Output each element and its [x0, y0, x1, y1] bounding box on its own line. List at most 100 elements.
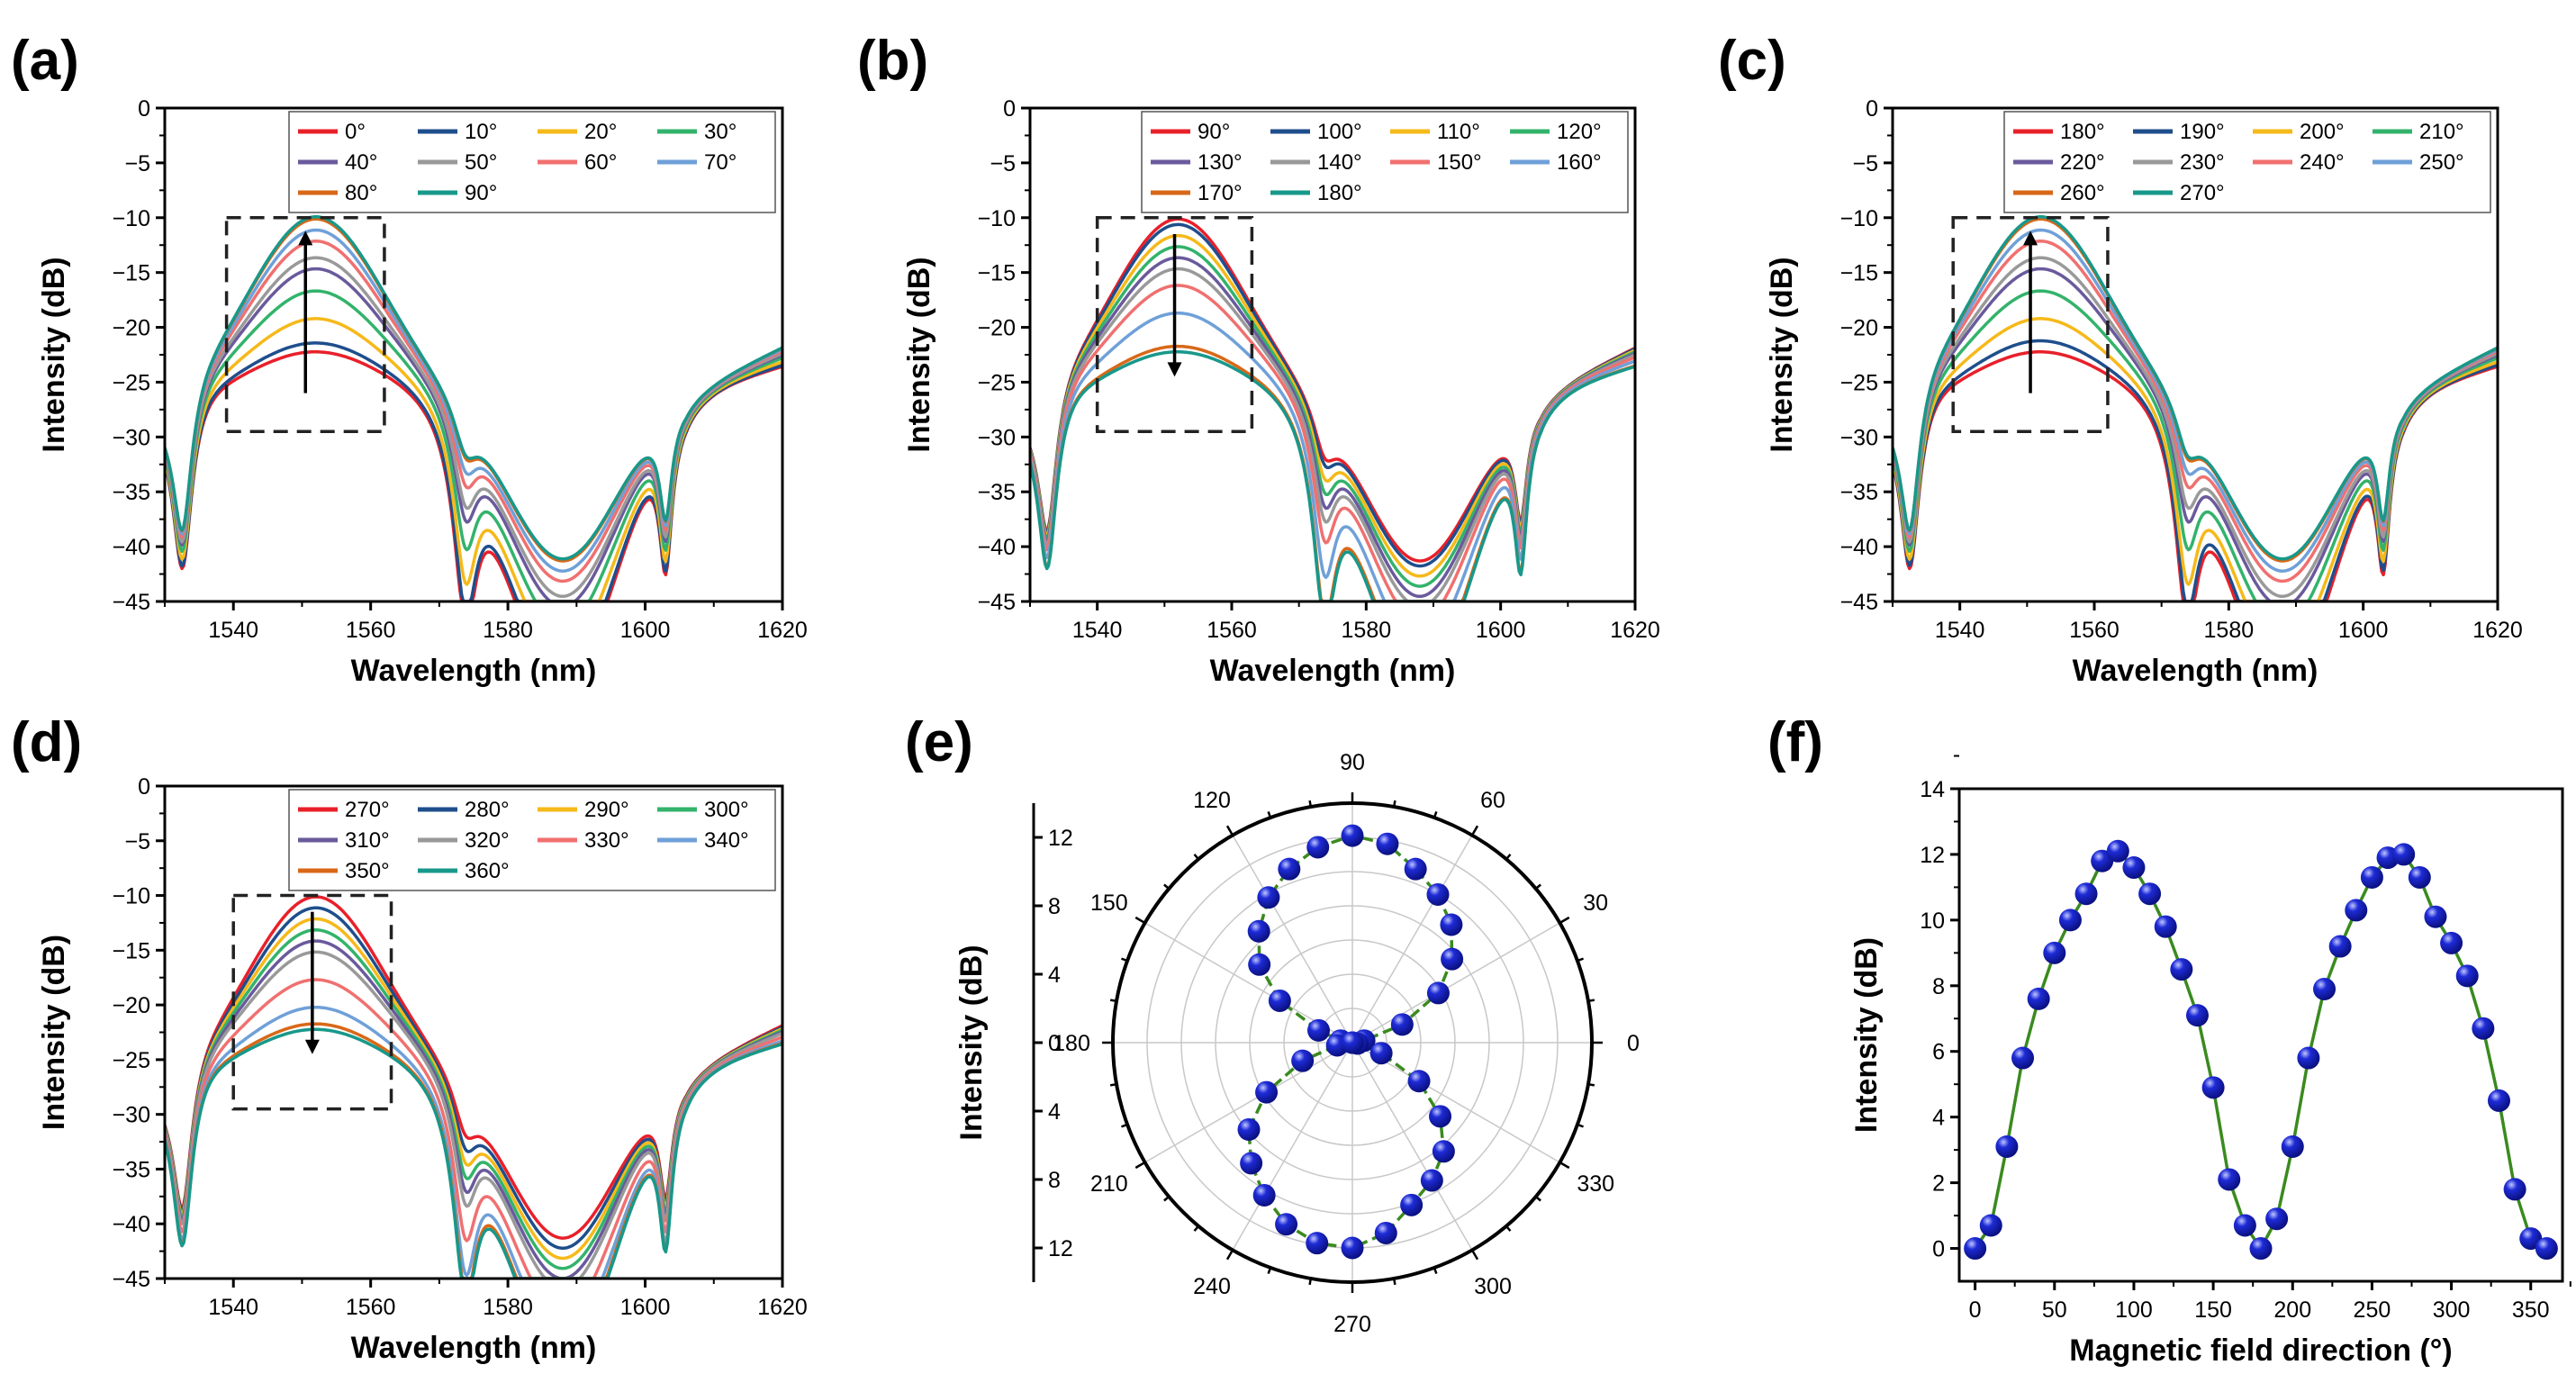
polar-angle-label: 150 — [1090, 890, 1128, 916]
y-tick-label: −10 — [113, 884, 150, 909]
polar-spoke — [1351, 835, 1473, 1044]
y-tick-label: −25 — [1840, 370, 1878, 395]
legend-label: 180° — [1317, 181, 1362, 205]
data-point — [1255, 1080, 1279, 1104]
plot-frame — [1957, 787, 2564, 1283]
y-tick-label: −15 — [113, 261, 150, 286]
panel-label: (e) — [905, 711, 973, 773]
polar-angle-tick — [1534, 883, 1541, 890]
polar-angle-tick — [1392, 1278, 1396, 1286]
data-point — [2074, 882, 2098, 906]
y-tick-label: 8 — [1932, 974, 1945, 999]
polar-angle-tick — [1470, 825, 1479, 836]
data-point — [2185, 1004, 2209, 1027]
scatter-panel-f: 0 2 4 6 8 10 12 14 0 50 100 150 200 250 300 350 Magnetic… — [1849, 755, 2571, 1368]
x-tick-label: 1620 — [1610, 618, 1660, 643]
polar-spoke — [1232, 1042, 1353, 1251]
legend-label: 90° — [1198, 120, 1230, 144]
y-tick-label: −40 — [1840, 535, 1878, 560]
y-tick-label: 0 — [1932, 1237, 1945, 1262]
polar-angle-tick — [1433, 811, 1438, 818]
panel-label: (f) — [1767, 711, 1823, 773]
polar-angle-tick — [1193, 1225, 1199, 1232]
data-point — [1404, 857, 1427, 881]
polar-angle-tick — [1134, 1161, 1146, 1170]
dashed-highlight-box — [224, 216, 386, 433]
x-tick-label: 1560 — [346, 1295, 396, 1320]
polar-angle-tick — [1134, 916, 1146, 925]
arrow-up-icon — [2023, 230, 2038, 246]
data-point — [2106, 839, 2129, 863]
x-axis-title: Wavelength (nm) — [351, 654, 597, 688]
polar-angle-tick — [1225, 1249, 1234, 1261]
x-tick-label: 150 — [2194, 1297, 2232, 1323]
data-point — [2535, 1237, 2558, 1261]
data-point — [2281, 1134, 2304, 1158]
data-point — [1306, 836, 1330, 859]
data-point — [1376, 832, 1399, 855]
legend-label: 10° — [465, 120, 497, 144]
x-tick-label: 1560 — [1207, 618, 1257, 643]
x-tick-label: 1620 — [757, 1295, 808, 1320]
data-point — [2328, 935, 2352, 958]
x-tick-label: 1540 — [1935, 618, 1985, 643]
series-group — [1030, 217, 1635, 601]
legend-label: 70° — [704, 150, 737, 175]
y-tick-label: −20 — [1840, 316, 1878, 341]
legend-label: 350° — [345, 859, 390, 883]
data-point — [2138, 882, 2162, 906]
x-tick-label: 1580 — [1342, 618, 1392, 643]
data-point — [1306, 1232, 1329, 1255]
legend-label: 280° — [465, 798, 510, 822]
data-point — [2249, 1237, 2273, 1261]
legend-label: 90° — [465, 181, 497, 205]
arrow-down-icon — [304, 1039, 320, 1054]
data-point — [1390, 1013, 1414, 1036]
y-tick-label: 12 — [1920, 843, 1945, 868]
data-point — [1369, 1042, 1393, 1065]
x-tick-label: 1580 — [483, 618, 533, 643]
series-line — [1030, 311, 1635, 601]
legend-label: 290° — [584, 798, 629, 822]
y-tick-label: −15 — [113, 938, 150, 963]
series-line — [165, 978, 782, 1279]
radial-tick-label: 12 — [1048, 1236, 1073, 1261]
legend-label: 210° — [2419, 120, 2464, 144]
polar-angle-label: 120 — [1193, 788, 1231, 813]
polar-angle-tick — [1121, 1123, 1128, 1128]
data-point — [1429, 1105, 1452, 1128]
data-point — [2170, 958, 2193, 981]
polar-angle-tick — [1559, 1161, 1570, 1170]
polar-angle-tick — [1534, 1196, 1541, 1202]
legend-label: 250° — [2419, 150, 2464, 175]
polar-angle-tick — [1109, 999, 1117, 1003]
x-tick-label: 1540 — [208, 1295, 258, 1320]
dashed-highlight-box — [1951, 216, 2110, 433]
y-tick-label: −40 — [978, 535, 1016, 560]
data-point — [1278, 857, 1301, 881]
legend-label: 160° — [1557, 150, 1602, 175]
polar-angle-tick — [1577, 957, 1584, 963]
y-tick-label: −30 — [113, 425, 150, 450]
data-point — [1248, 953, 1271, 976]
data-point — [2392, 843, 2416, 866]
y-tick-label: −40 — [113, 535, 150, 560]
y-tick-label: 0 — [1003, 96, 1016, 122]
polar-angle-tick — [1505, 854, 1512, 861]
y-tick-label: −25 — [978, 370, 1016, 395]
legend-label: 180° — [2060, 120, 2105, 144]
spectrum-panel-b: 0 −5 −10 −15 −20 −25 −30 −35 −40 −45 1540 1560 1580 1… — [902, 96, 1660, 688]
series-line — [1893, 267, 2498, 601]
y-axis-title: Intensity (dB) — [1765, 257, 1799, 452]
y-tick-label: −25 — [113, 1048, 150, 1073]
legend-label: 20° — [584, 120, 617, 144]
y-tick-label: −45 — [978, 590, 1016, 615]
polar-angle-tick — [1308, 800, 1313, 808]
data-point — [2154, 915, 2177, 938]
data-point — [2487, 1089, 2510, 1112]
legend-label: 270° — [2180, 181, 2225, 205]
y-tick-label: −25 — [113, 370, 150, 395]
legend-label: 50° — [465, 150, 497, 175]
data-point — [1252, 1183, 1276, 1207]
y-tick-label: −20 — [978, 316, 1016, 341]
